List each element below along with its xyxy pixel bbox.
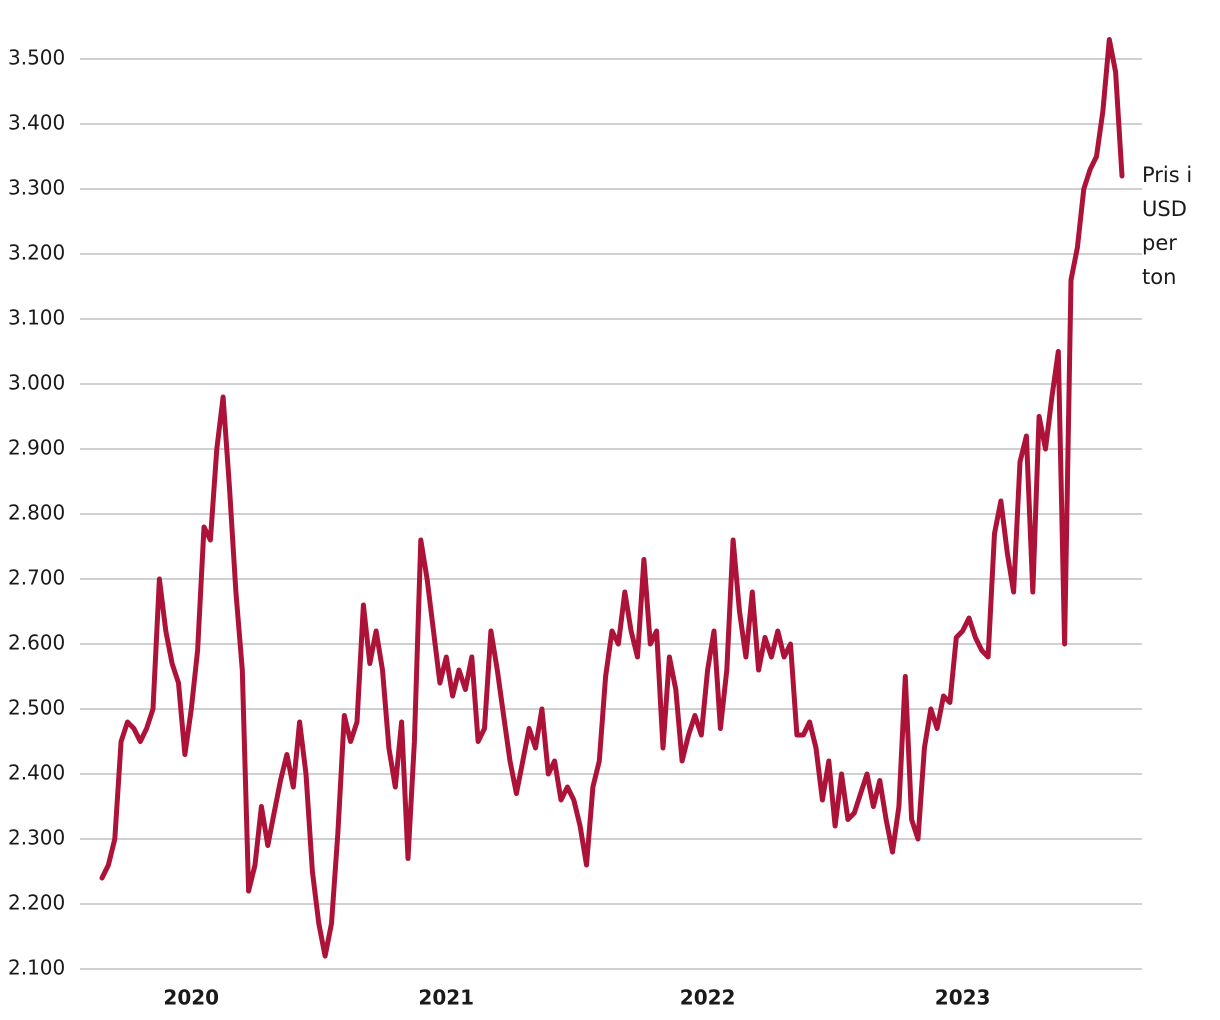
- x-tick-label: 2020: [163, 986, 219, 1010]
- unit-annotation: Pris i USD per ton: [1142, 163, 1193, 289]
- y-tick-label: 3.400: [8, 111, 65, 135]
- x-tick-label: 2022: [680, 986, 736, 1010]
- y-tick-label: 2.300: [8, 826, 65, 850]
- y-tick-label: 2.800: [8, 501, 65, 525]
- y-tick-label: 3.300: [8, 176, 65, 200]
- y-tick-label: 2.200: [8, 891, 65, 915]
- y-tick-label: 2.900: [8, 436, 65, 460]
- y-tick-label: 2.100: [8, 956, 65, 980]
- y-tick-label: 2.600: [8, 631, 65, 655]
- x-tick-label: 2021: [418, 986, 474, 1010]
- y-tick-label: 3.500: [8, 46, 65, 70]
- x-tick-label: 2023: [935, 986, 991, 1010]
- y-tick-label: 2.400: [8, 761, 65, 785]
- price-line: [99, 37, 1125, 959]
- y-tick-label: 2.500: [8, 696, 65, 720]
- y-tick-label: 3.100: [8, 306, 65, 330]
- y-tick-label: 3.000: [8, 371, 65, 395]
- y-tick-label: 3.200: [8, 241, 65, 265]
- y-tick-label: 2.700: [8, 566, 65, 590]
